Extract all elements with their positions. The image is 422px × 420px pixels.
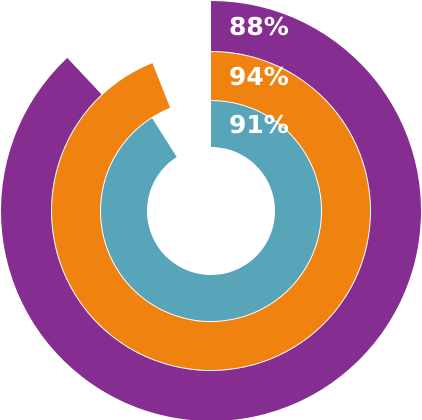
- ring-arc-inner: [100, 101, 321, 321]
- ring-arc-middle: [51, 52, 370, 370]
- ring-label-middle: 94%: [229, 62, 289, 91]
- ring-label-outer: 88%: [229, 12, 289, 41]
- ring-label-inner: 91%: [229, 110, 289, 139]
